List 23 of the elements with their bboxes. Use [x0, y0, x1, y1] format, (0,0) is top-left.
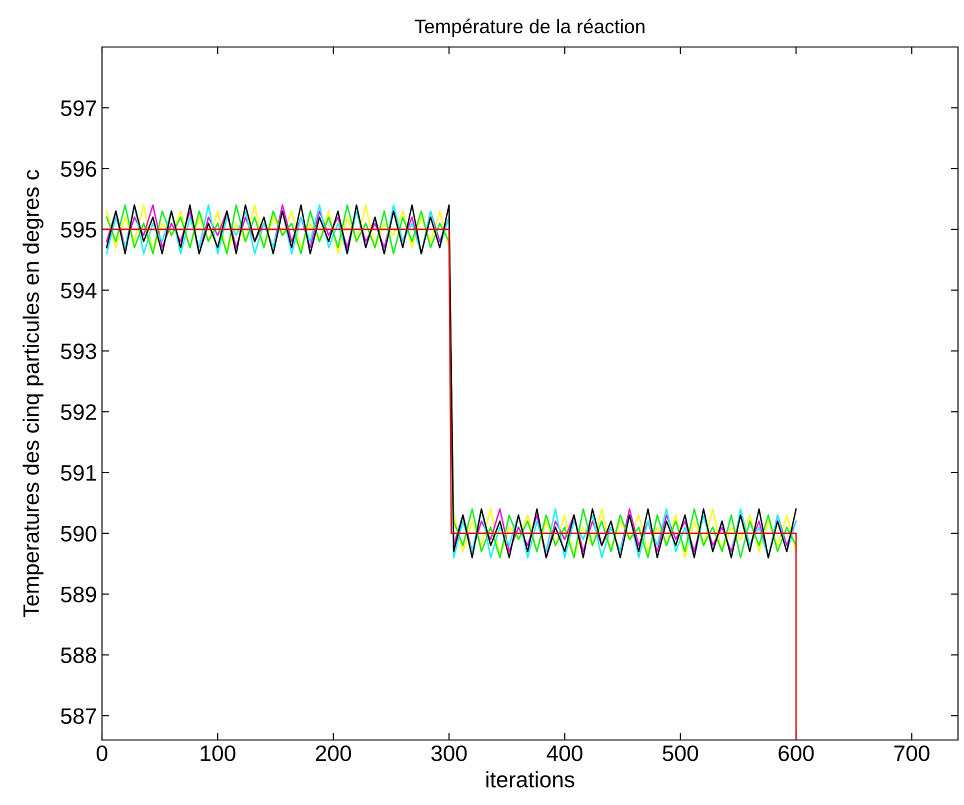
x-tick-label: 100 — [200, 745, 236, 762]
y-tick-label: 587 — [60, 708, 96, 724]
x-tick-label: 400 — [546, 745, 582, 762]
x-tick-label: 600 — [778, 745, 814, 762]
y-tick-label: 590 — [60, 526, 96, 542]
chart-title: Température de la réaction — [414, 18, 644, 38]
y-tick-label: 591 — [60, 465, 96, 481]
x-tick-label: 300 — [431, 745, 467, 762]
y-tick-label: 597 — [60, 100, 96, 116]
y-tick-label: 596 — [60, 161, 96, 177]
x-tick-label: 500 — [662, 745, 698, 762]
y-tick-label: 589 — [60, 586, 96, 602]
x-tick-label: 700 — [894, 745, 930, 762]
y-tick-label: 593 — [60, 343, 96, 360]
x-axis-title: iterations — [486, 771, 574, 788]
y-axis-title: Temperatures des cinq particules en degres c — [22, 170, 44, 618]
x-tick-label: 0 — [96, 745, 108, 762]
line-series — [106, 204, 797, 558]
y-tick-label: 588 — [60, 647, 96, 664]
y-tick-label: 592 — [60, 404, 96, 420]
x-tick-label: 200 — [316, 745, 352, 762]
y-tick-label: 595 — [60, 222, 96, 238]
y-tick-label: 594 — [60, 282, 96, 298]
